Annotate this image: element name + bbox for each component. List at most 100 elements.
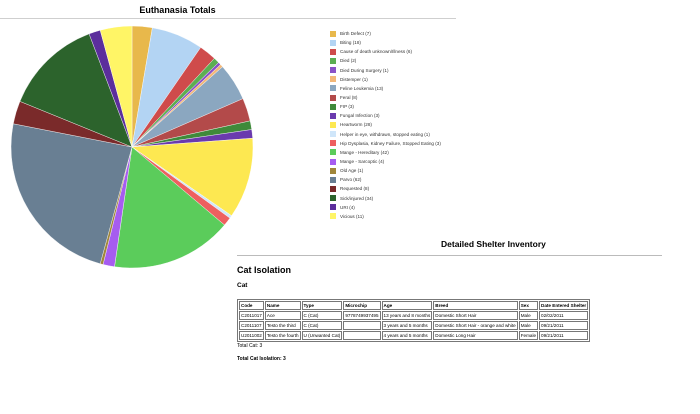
legend-item: Old Age (1)	[330, 166, 441, 175]
legend-swatch	[330, 213, 336, 220]
legend-swatch	[330, 48, 336, 55]
chart-legend: Birth Defect (7) Biting (18) Cause of deat…	[330, 29, 441, 221]
table-cell: Male	[518, 311, 539, 320]
location-total: Total Cat Isolation: 3	[237, 356, 286, 362]
legend-label: Parvo (62)	[340, 177, 362, 183]
legend-item: Heartworm (28)	[330, 120, 441, 129]
table-cell	[343, 321, 381, 330]
column-header: Breed	[433, 301, 518, 310]
legend-item: Parvo (62)	[330, 175, 441, 184]
legend-label: Feline Leukemia (13)	[340, 85, 384, 91]
table-cell: C (Cat)	[301, 321, 343, 330]
legend-label: URI (4)	[340, 204, 355, 210]
legend-label: Helper in eye, withdrawn, stopped eating…	[340, 131, 430, 137]
pie-slice-20	[99, 25, 133, 148]
legend-label: Distemper (1)	[340, 76, 368, 82]
pie-slice-10	[131, 138, 254, 217]
table-header-row: Code Name Type Microchip Age Breed Sex Date Ent…	[239, 301, 589, 310]
legend-label: Vicious (11)	[340, 213, 364, 219]
table-cell: Testo the fourth	[264, 331, 301, 340]
table-cell: Domestic Short Hair	[433, 311, 518, 320]
legend-item: Sick/injured (34)	[330, 194, 441, 203]
legend-swatch	[330, 94, 336, 101]
table-cell: Male	[518, 321, 539, 330]
legend-item: FIP (3)	[330, 102, 441, 111]
legend-label: Fungal Infection (3)	[340, 113, 380, 119]
legend-item: Distemper (1)	[330, 75, 441, 84]
table-cell: C2011017	[239, 311, 264, 320]
column-header: Sex	[518, 301, 539, 310]
column-header: Type	[301, 301, 343, 310]
table-cell: C2011107	[239, 321, 264, 330]
legend-swatch	[330, 167, 336, 174]
legend-item: Fungal Infection (3)	[330, 111, 441, 120]
column-header: Code	[239, 301, 264, 310]
legend-swatch	[330, 39, 336, 46]
legend-item: Vicious (11)	[330, 212, 441, 221]
column-header: Age	[381, 301, 433, 310]
table-cell: Domestic Short Hair - orange and white	[433, 321, 518, 330]
table-cell: C (Cat)	[301, 311, 343, 320]
legend-swatch	[330, 204, 336, 211]
table-cell: U (Unwanted Cat)	[301, 331, 343, 340]
pie-slice-13	[114, 146, 225, 269]
legend-swatch	[330, 30, 336, 37]
legend-swatch	[330, 131, 336, 138]
table-cell: Ace	[264, 311, 301, 320]
legend-item: Feral (8)	[330, 93, 441, 102]
legend-swatch	[330, 121, 336, 128]
legend-swatch	[330, 76, 336, 83]
legend-item: Requested (8)	[330, 184, 441, 193]
table-cell	[343, 331, 381, 340]
legend-item: Mange - Sarcoptic (4)	[330, 157, 441, 166]
legend-label: Heartworm (28)	[340, 122, 372, 128]
legend-label: Birth Defect (7)	[340, 31, 371, 37]
table-row: C2011017 Ace C (Cat) 9778749937495 13 years …	[239, 311, 589, 320]
legend-item: URI (4)	[330, 203, 441, 212]
location-heading: Cat Isolation	[237, 265, 292, 275]
pie-slice-16	[10, 123, 133, 264]
inventory-title: Detailed Shelter Inventory	[441, 239, 546, 249]
legend-swatch	[330, 149, 336, 156]
legend-item: Died During Surgery (1)	[330, 66, 441, 75]
species-total: Total Cat: 3	[237, 343, 263, 349]
legend-label: Biting (18)	[340, 40, 361, 46]
pie-slice-18	[19, 33, 133, 148]
legend-label: Hip Dysplasia, Kidney Failure, Stopped E…	[340, 140, 441, 146]
column-header: Microchip	[343, 301, 381, 310]
legend-swatch	[330, 103, 336, 110]
legend-label: Mange - Sarcoptic (4)	[340, 159, 385, 165]
legend-swatch	[330, 176, 336, 183]
legend-label: Cause of death unknown/Illness (6)	[340, 49, 413, 55]
chart-title: Euthanasia Totals	[139, 5, 216, 15]
table-cell: 9778749937495	[343, 311, 381, 320]
table-cell: 3 years and 5 months	[381, 321, 433, 330]
legend-swatch	[330, 140, 336, 147]
title-divider	[0, 18, 456, 19]
legend-label: Feral (8)	[340, 95, 358, 101]
legend-swatch	[330, 67, 336, 74]
legend-swatch	[330, 195, 336, 202]
legend-swatch	[330, 57, 336, 64]
legend-item: Cause of death unknown/Illness (6)	[330, 47, 441, 56]
legend-item: Feline Leukemia (13)	[330, 84, 441, 93]
legend-label: Mange - Hereditary (42)	[340, 149, 389, 155]
species-heading: Cat	[237, 282, 248, 289]
table-cell: Female	[518, 331, 539, 340]
legend-swatch	[330, 85, 336, 92]
table-cell: 09/21/2011	[539, 321, 589, 330]
legend-label: Died (2)	[340, 58, 357, 64]
legend-swatch	[330, 158, 336, 165]
inventory-table: Code Name Type Microchip Age Breed Sex Date Ent…	[237, 299, 591, 342]
legend-item: Mange - Hereditary (42)	[330, 148, 441, 157]
table-cell: U2011002	[239, 331, 264, 340]
column-header: Date Entered Shelter	[539, 301, 589, 310]
table-cell: Testo the third	[264, 321, 301, 330]
table-row: C2011107 Testo the third C (Cat) 3 years an…	[239, 321, 589, 330]
table-cell: Domestic Long Hair	[433, 331, 518, 340]
column-header: Name	[264, 301, 301, 310]
legend-label: Requested (8)	[340, 186, 370, 192]
legend-item: Birth Defect (7)	[330, 29, 441, 38]
legend-label: Died During Surgery (1)	[340, 67, 389, 73]
table-cell: 13 years and 8 months	[381, 311, 433, 320]
